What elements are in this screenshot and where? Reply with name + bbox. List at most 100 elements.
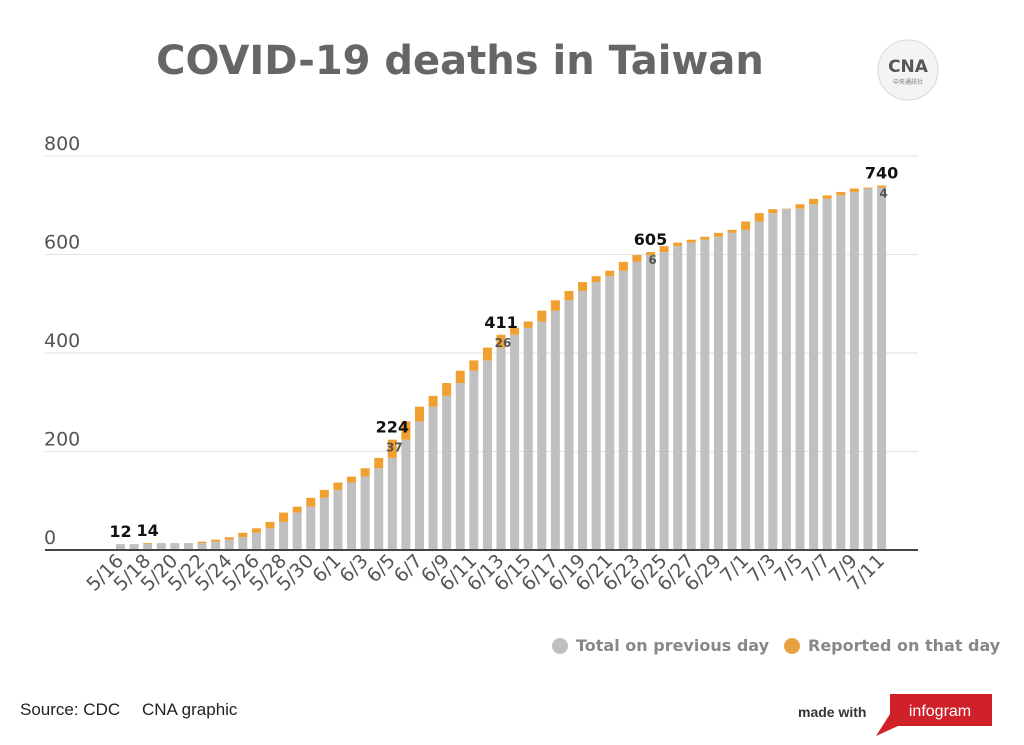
bar-total-previous	[224, 539, 234, 550]
bar-reported-day	[251, 528, 261, 533]
bar-reported-day	[374, 457, 384, 469]
bar-total-previous	[143, 544, 153, 550]
legend-swatch-reported	[784, 637, 800, 654]
bar-reported-day	[469, 360, 479, 371]
bar-reported-day	[822, 195, 832, 199]
bar-reported-day	[632, 254, 642, 262]
bar-reported-day	[564, 290, 574, 301]
bar-total-previous	[292, 512, 302, 550]
y-tick-label: 200	[44, 429, 80, 451]
y-tick-label: 400	[44, 330, 80, 352]
total-annotation: 740	[865, 164, 898, 183]
legend-item-total: Total on previous day	[552, 636, 769, 655]
bar-total-previous	[564, 300, 574, 550]
legend-label-total: Total on previous day	[576, 636, 770, 655]
bar-total-previous	[550, 310, 560, 550]
bar-total-previous	[387, 457, 397, 550]
bar-reported-day	[673, 242, 683, 247]
bar-total-previous	[700, 239, 710, 550]
logo-text: CNA	[888, 57, 929, 77]
bar-total-previous	[632, 261, 642, 550]
bar-total-previous	[727, 232, 737, 550]
bar-total-previous	[360, 476, 370, 550]
bar-total-previous	[442, 395, 452, 550]
bar-reported-day	[455, 370, 465, 384]
bar-total-previous	[768, 213, 778, 550]
bar-total-previous	[618, 270, 628, 550]
infogram-brand: infogram	[909, 703, 971, 720]
bar-reported-day	[306, 497, 316, 507]
bar-reported-day	[605, 270, 615, 277]
bar-total-previous	[809, 204, 819, 550]
bar-total-previous	[537, 321, 547, 550]
bar-reported-day	[333, 482, 343, 490]
total-annotation: 224	[376, 418, 409, 437]
bar-reported-day	[686, 239, 696, 243]
bar-total-previous	[306, 506, 316, 550]
bar-reported-day	[727, 229, 737, 233]
bar-total-previous	[659, 252, 669, 550]
bar-reported-day	[659, 246, 669, 253]
legend-item-reported: Reported on that day	[784, 636, 1000, 655]
cna-logo: CNA 中央通訊社	[877, 39, 939, 101]
bar-reported-day	[550, 300, 560, 311]
bar-reported-day	[238, 532, 248, 538]
bar-reported-day	[387, 439, 397, 458]
daily-annotation: 37	[386, 441, 403, 455]
bar-reported-day	[414, 406, 424, 422]
bar-total-previous	[238, 537, 248, 550]
bar-total-previous	[401, 439, 411, 550]
chart-title: COVID-19 deaths in Taiwan	[156, 38, 764, 84]
bar-total-previous	[129, 544, 139, 550]
bar-total-previous	[265, 528, 275, 550]
bar-total-previous	[251, 532, 261, 550]
bar-total-previous	[849, 191, 859, 550]
bar-total-previous	[347, 482, 357, 550]
y-tick-label: 0	[44, 527, 56, 549]
credit-text: CNA graphic	[142, 700, 238, 719]
bar-total-previous	[455, 383, 465, 550]
logo-subtext: 中央通訊社	[893, 78, 923, 86]
bar-reported-day	[143, 543, 153, 545]
bar-reported-day	[741, 221, 751, 230]
bar-reported-day	[442, 383, 452, 396]
bar-reported-day	[646, 252, 656, 255]
bar-total-previous	[646, 254, 656, 550]
bar-total-previous	[686, 242, 696, 550]
bar-reported-day	[496, 334, 506, 348]
bar-reported-day	[428, 395, 438, 407]
bar-total-previous	[496, 347, 506, 550]
infogram-logo[interactable]: infogram	[876, 694, 992, 736]
bar-reported-day	[863, 187, 873, 189]
made-with-text: made with	[798, 704, 867, 720]
bar-total-previous	[156, 543, 166, 550]
total-annotation: 411	[484, 313, 517, 332]
bar-total-previous	[578, 290, 588, 550]
bar-reported-day	[510, 327, 520, 335]
daily-annotation: 26	[495, 336, 512, 350]
legend-swatch-total	[552, 637, 568, 654]
bar-total-previous	[863, 188, 873, 550]
bar-reported-day	[265, 521, 275, 529]
bar-total-previous	[591, 282, 601, 550]
daily-annotation: 4	[879, 187, 887, 201]
bar-reported-day	[768, 209, 778, 214]
bar-reported-day	[836, 191, 846, 196]
bar-total-previous	[469, 370, 479, 550]
bar-total-previous	[781, 209, 791, 550]
bar-reported-day	[279, 512, 289, 522]
bar-total-previous	[428, 406, 438, 550]
bar-reported-day	[211, 539, 221, 542]
bar-reported-day	[849, 188, 859, 192]
bar-reported-day	[618, 261, 628, 271]
bar-reported-day	[700, 236, 710, 240]
bar-reported-day	[197, 541, 207, 544]
bar-total-previous	[116, 544, 125, 550]
bar-total-previous	[510, 334, 520, 550]
legend-label-reported: Reported on that day	[808, 636, 1001, 655]
bar-reported-day	[523, 321, 533, 328]
daily-annotation: 6	[648, 253, 656, 267]
bar-total-previous	[170, 543, 180, 550]
bar-total-previous	[713, 236, 723, 550]
